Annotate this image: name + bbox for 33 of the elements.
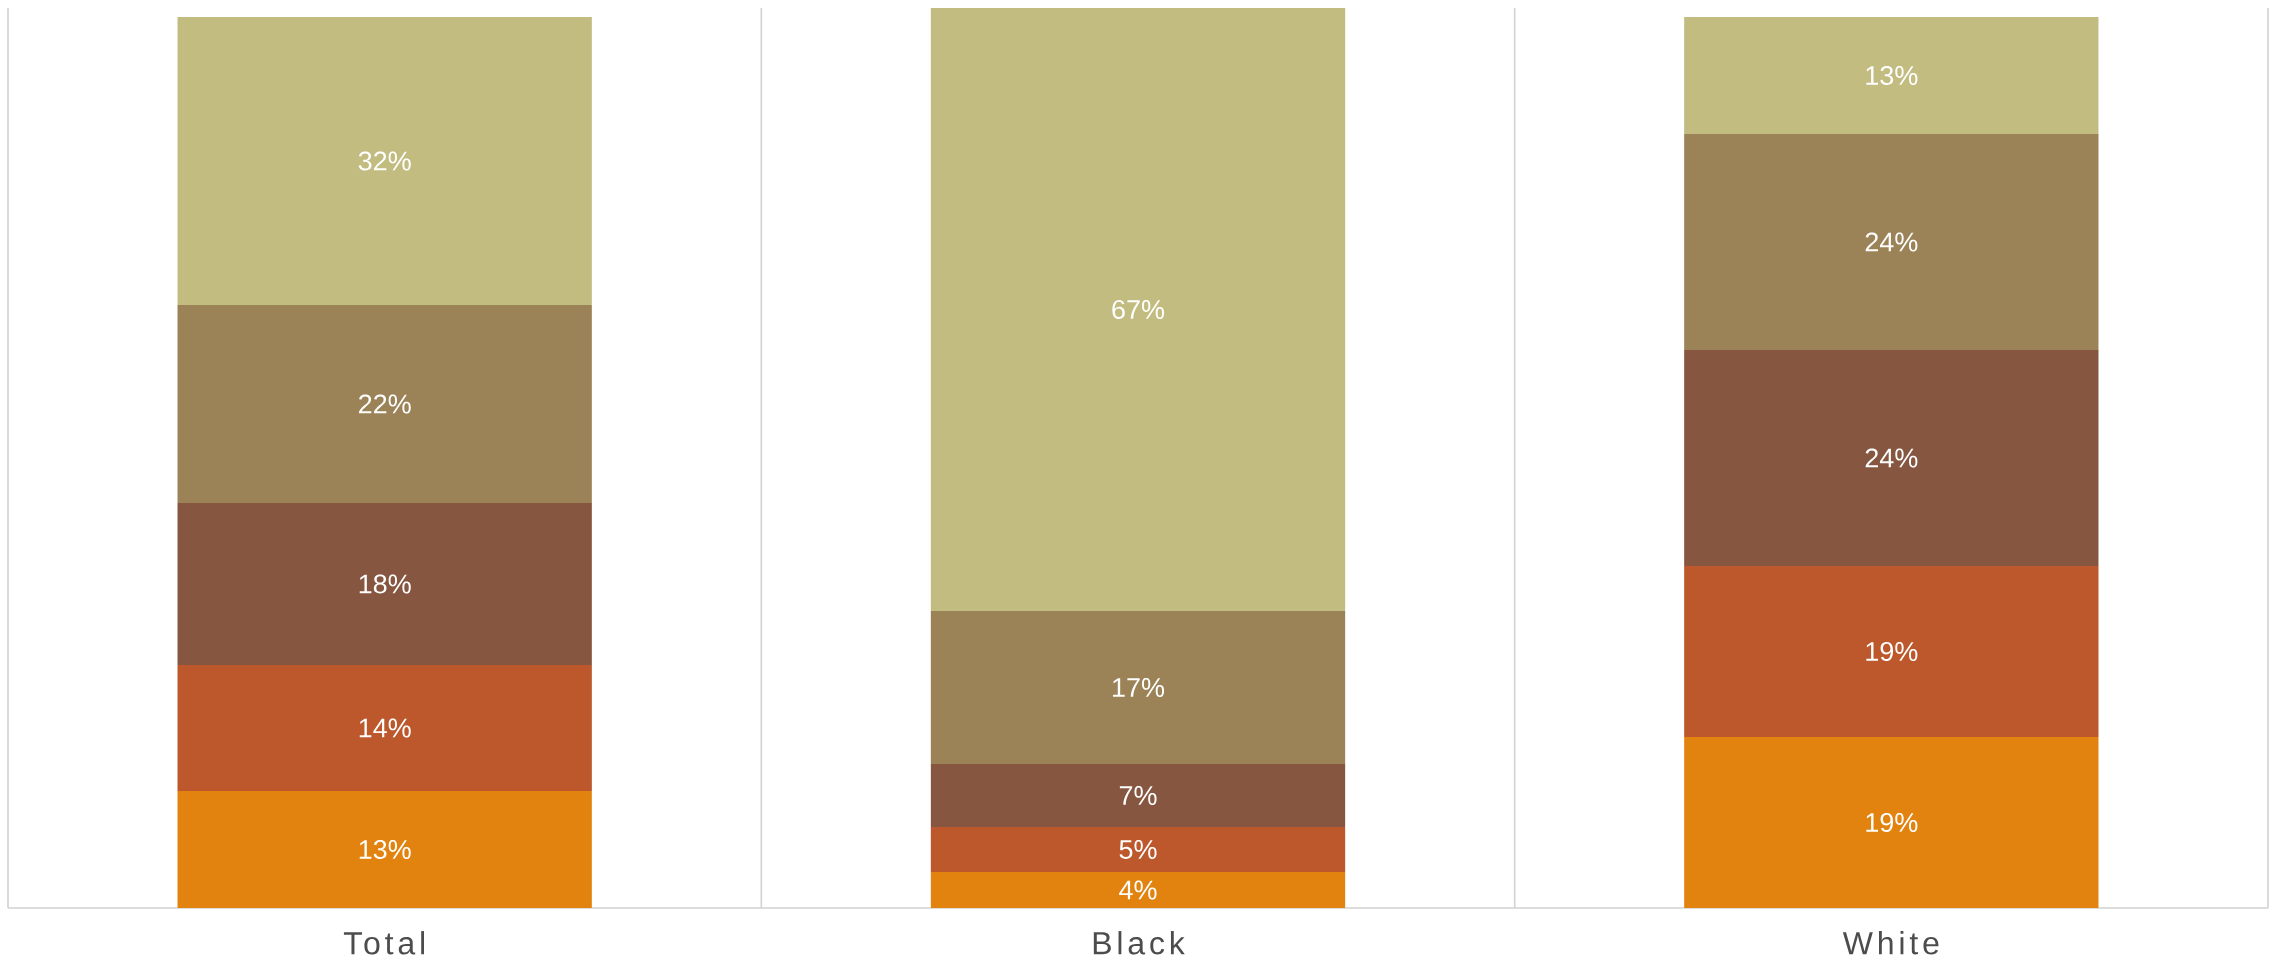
bar <box>930 826 1346 872</box>
bar <box>930 610 1346 764</box>
bar <box>177 790 592 908</box>
x-tick-label: Total <box>343 931 424 955</box>
data-label: 22% <box>359 394 411 414</box>
bar <box>1684 133 2099 350</box>
bar <box>177 664 592 791</box>
bar <box>930 871 1346 908</box>
bar <box>1684 736 2099 908</box>
data-label: 24% <box>1865 232 1918 252</box>
data-label: 13% <box>1866 65 1918 86</box>
data-label: 5% <box>1119 839 1157 859</box>
data-label: 67% <box>1112 299 1165 320</box>
bar <box>1684 565 2099 737</box>
x-tick-label: Black <box>1093 931 1185 955</box>
data-label: 24% <box>1865 448 1918 468</box>
bar <box>930 763 1346 827</box>
data-label: 4% <box>1119 880 1157 900</box>
bar <box>177 16 592 305</box>
data-label: 17% <box>1113 678 1165 697</box>
bar <box>1684 16 2099 134</box>
x-tick-label: White <box>1842 931 1939 955</box>
bar <box>177 304 592 503</box>
data-label: 32% <box>358 151 411 171</box>
bar <box>1684 349 2099 566</box>
data-label: 19% <box>1866 812 1918 833</box>
data-label: 13% <box>359 839 411 860</box>
data-label: 19% <box>1866 641 1918 662</box>
bar <box>177 502 592 665</box>
bar <box>930 7 1346 611</box>
data-label: 7% <box>1119 786 1157 805</box>
data-label: 18% <box>359 574 411 594</box>
data-label: 14% <box>359 718 411 738</box>
